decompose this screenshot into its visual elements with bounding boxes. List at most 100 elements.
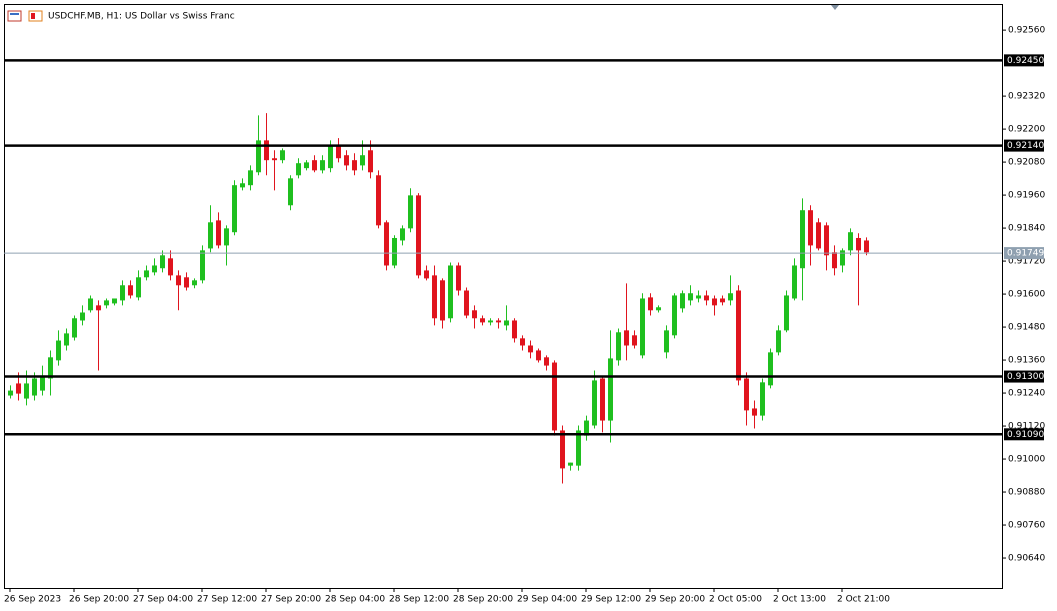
candle-body <box>800 210 805 269</box>
candle-body <box>384 222 389 266</box>
candle-body <box>672 295 677 336</box>
candle-body <box>112 298 117 304</box>
candle-body <box>480 318 485 323</box>
chart-icon[interactable] <box>7 10 22 22</box>
plot-frame <box>4 4 1003 589</box>
candle-body <box>88 298 93 311</box>
candle-body <box>808 210 813 246</box>
candle-body <box>720 298 725 303</box>
candle-body <box>432 275 437 319</box>
candle-body <box>272 158 277 161</box>
y-tick-label: 0.91240 <box>1008 389 1045 399</box>
candle-body <box>72 318 77 338</box>
candle-body <box>696 295 701 299</box>
chart-title: USDCHF.MB, H1: US Dollar vs Swiss Franc <box>48 12 235 22</box>
candle-body <box>488 320 493 323</box>
candle-body <box>144 270 149 278</box>
y-tick-label: 0.92200 <box>1008 125 1045 135</box>
candle-body <box>616 332 621 361</box>
x-tick-label: 29 Sep 20:00 <box>645 595 705 605</box>
candle-body <box>104 300 109 306</box>
candle-body <box>336 145 341 159</box>
level-label-box <box>1004 54 1044 67</box>
candle-body <box>472 310 477 319</box>
candle-body <box>24 383 29 399</box>
candle-body <box>824 225 829 256</box>
candle-body <box>408 195 413 229</box>
candle-body <box>16 383 21 394</box>
candle-body <box>592 380 597 426</box>
candle-body <box>504 320 509 326</box>
y-tick-label: 0.91000 <box>1008 455 1045 465</box>
candle-body <box>224 228 229 246</box>
candle-body <box>560 430 565 469</box>
x-tick-label: 26 Sep 2023 <box>4 595 61 605</box>
candle-body <box>624 330 629 346</box>
x-tick-label: 28 Sep 04:00 <box>325 595 385 605</box>
y-tick-label: 0.91600 <box>1008 290 1045 300</box>
candle-body <box>864 240 869 253</box>
x-tick-label: 2 Oct 13:00 <box>773 595 826 605</box>
level-label-box <box>1004 139 1044 152</box>
y-tick-label: 0.92560 <box>1008 26 1045 36</box>
candle-body <box>840 250 845 266</box>
shift-marker[interactable] <box>831 5 839 10</box>
candle-body <box>736 290 741 381</box>
candle-body <box>704 295 709 301</box>
candle-body <box>264 140 269 161</box>
candle-body <box>216 220 221 246</box>
candle-body <box>464 290 469 316</box>
candle-body <box>520 338 525 346</box>
x-tick-label: 28 Sep 12:00 <box>389 595 449 605</box>
y-tick-label: 0.92320 <box>1008 92 1045 102</box>
candle-body <box>768 352 773 386</box>
candle-body <box>208 222 213 249</box>
candle-body <box>680 293 685 309</box>
y-tick-label: 0.91120 <box>1008 422 1045 432</box>
candle-body <box>8 390 13 396</box>
symbol-icon[interactable] <box>28 10 43 22</box>
x-tick-label: 26 Sep 20:00 <box>69 595 129 605</box>
candle-body <box>328 145 333 169</box>
y-tick-label: 0.91960 <box>1008 191 1045 201</box>
candle-body <box>312 160 317 171</box>
candle-body <box>56 340 61 361</box>
candle-body <box>96 305 101 311</box>
y-tick-label: 0.91480 <box>1008 323 1045 333</box>
candle-body <box>200 250 205 281</box>
chart-icon-part <box>10 13 19 15</box>
candle-body <box>416 195 421 276</box>
level-label: 0.91090 <box>1007 430 1044 440</box>
candle-body <box>448 265 453 319</box>
level-label: 0.92450 <box>1007 56 1044 66</box>
candle-body <box>376 175 381 226</box>
candle-body <box>584 420 589 436</box>
candle-body <box>128 285 133 296</box>
candle-body <box>528 345 533 353</box>
candle-body <box>152 265 157 273</box>
candle-body <box>648 297 653 311</box>
candle-body <box>32 378 37 396</box>
candle-body <box>240 183 245 188</box>
candle-body <box>552 362 557 431</box>
candle-body <box>544 357 549 366</box>
y-tick-label: 0.90640 <box>1008 554 1045 564</box>
candle-body <box>752 408 757 416</box>
candle-body <box>640 298 645 356</box>
y-tick-label: 0.91720 <box>1008 257 1045 267</box>
candle-body <box>368 150 373 173</box>
candle-body <box>320 160 325 171</box>
x-tick-label: 2 Oct 21:00 <box>837 595 890 605</box>
candle-body <box>608 358 613 421</box>
candle-body <box>792 265 797 299</box>
price-label-box <box>1004 247 1044 260</box>
candle-body <box>856 237 861 251</box>
y-tick-label: 0.91360 <box>1008 356 1045 366</box>
level-label-box <box>1004 370 1044 383</box>
level-label: 0.91300 <box>1007 372 1044 382</box>
x-tick-label: 28 Sep 20:00 <box>453 595 513 605</box>
candle-body <box>288 178 293 206</box>
candle-body <box>120 285 125 301</box>
candle-body <box>296 163 301 176</box>
